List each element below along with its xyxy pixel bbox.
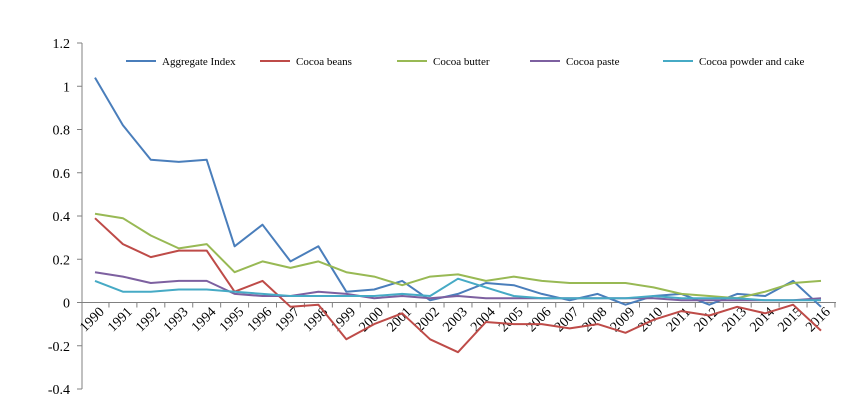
legend-label: Aggregate Index (162, 56, 236, 68)
series-lines (94, 77, 822, 354)
x-tick-label: 2004 (468, 305, 498, 335)
x-tick-label: 1991 (105, 305, 135, 335)
legend-label: Cocoa beans (296, 56, 352, 68)
x-tick-label: 1995 (217, 305, 247, 335)
x-tick-label: 1996 (245, 305, 275, 335)
series-line-3 (94, 212, 822, 300)
legend-label: Cocoa paste (566, 56, 620, 68)
x-tick-label: 2002 (412, 305, 442, 335)
series-line-2 (94, 217, 822, 354)
y-tick-label: 0.6 (53, 167, 71, 182)
x-tick-label: 1997 (273, 305, 303, 335)
series-line-5 (94, 277, 821, 302)
x-tick-label: 1998 (301, 305, 331, 335)
x-tick-label: 2009 (608, 305, 638, 335)
y-tick-label: 1 (63, 80, 70, 95)
legend-label: Cocoa powder and cake (699, 56, 804, 68)
x-tick-label: 1993 (161, 305, 191, 335)
legend: Aggregate Index Cocoa beans Cocoa butter Co… (126, 56, 804, 68)
x-tick-label: 2012 (692, 305, 722, 335)
x-tick-label: 2003 (440, 305, 470, 335)
x-tick-label: 2006 (524, 305, 554, 335)
x-tick-label: 2011 (664, 305, 694, 335)
x-tick-label: 2008 (580, 305, 610, 335)
x-tick-label: 2007 (552, 305, 582, 335)
series-line-1 (94, 77, 822, 308)
legend-label: Cocoa butter (433, 56, 490, 68)
x-tick-label: 2005 (496, 305, 526, 335)
y-tick-label: -0.4 (48, 383, 70, 398)
x-tick-label: 1994 (189, 305, 219, 335)
series-line-4 (94, 271, 822, 302)
x-tick-label: 2016 (803, 305, 833, 335)
y-axis: -0.4 -0.2 0 0.2 0.4 0.6 0.8 1 1.2 (48, 37, 83, 398)
y-tick-label: 0.2 (53, 253, 71, 268)
y-tick-label: 0.4 (53, 210, 71, 225)
y-tick-label: 1.2 (53, 37, 71, 52)
y-tick-label: -0.2 (48, 340, 70, 355)
x-tick-label: 1992 (133, 305, 163, 335)
x-axis: 1990199119921993199419951996199719981999… (77, 302, 836, 335)
y-tick-label: 0 (63, 297, 70, 312)
x-tick-label: 1999 (329, 305, 359, 335)
y-tick-label: 0.8 (53, 124, 71, 139)
